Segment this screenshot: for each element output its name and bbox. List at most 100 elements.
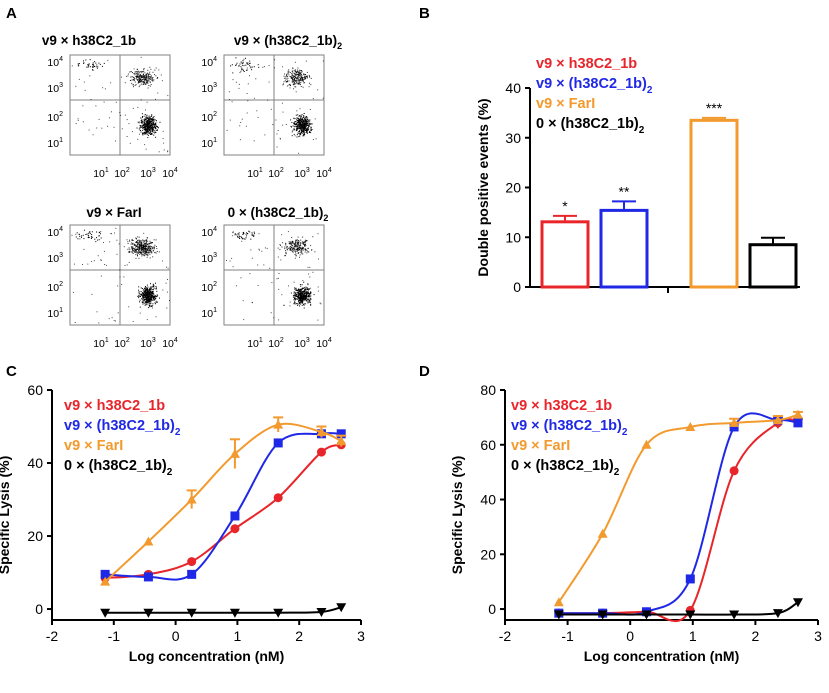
flow-dot (151, 305, 153, 307)
y-tick-label: 60 (27, 382, 43, 398)
flow-dot (300, 299, 302, 301)
flow-dot (144, 133, 146, 135)
flow-dot (295, 91, 297, 93)
legend-entry: v9 × (h38C2_1b)2 (536, 76, 653, 96)
flow-dot (144, 296, 146, 298)
flow-dot (143, 299, 145, 301)
flow-dot (300, 133, 302, 135)
flow-dot (292, 68, 294, 70)
flow-dot (300, 295, 301, 297)
flow-dot (155, 127, 157, 129)
flow-plot-3-title-main: v9 × FarI (86, 205, 141, 220)
flow-dot (305, 128, 307, 130)
flow-dot (142, 251, 144, 253)
flow-dot (281, 102, 283, 104)
flow-dot (299, 256, 300, 258)
flow-dot (234, 234, 236, 236)
flow-dot (296, 117, 298, 119)
flow-dot (242, 300, 244, 302)
flow-dot (297, 250, 298, 252)
flow-dot (85, 234, 87, 235)
flow-dot (305, 298, 306, 300)
flow-dot (89, 75, 91, 77)
flow-dot (310, 303, 312, 305)
x-tick-label: -2 (499, 628, 512, 644)
flow-dot (309, 276, 311, 278)
legend-entry: v9 × FarI (536, 96, 595, 112)
flow-dot (306, 287, 308, 289)
flow-dot (142, 134, 144, 136)
flow-dot (145, 117, 147, 119)
flow-y-tick-label: 103 (201, 82, 217, 95)
flow-dot (309, 299, 311, 301)
flow-dot (302, 248, 304, 250)
flow-dot (143, 133, 145, 135)
flow-dot (149, 299, 151, 301)
data-point (553, 597, 564, 607)
flow-dot (307, 121, 309, 123)
flow-dot (303, 295, 305, 297)
flow-plot-1-title-main: v9 × h38C2_1b (42, 33, 136, 48)
flow-dot (308, 123, 310, 125)
flow-dot (132, 84, 134, 86)
flow-dot (150, 84, 152, 86)
flow-dot (300, 77, 301, 79)
flow-dot (142, 293, 144, 295)
flow-dot (137, 243, 139, 244)
flow-dot (145, 121, 147, 123)
flow-dot (312, 139, 314, 141)
flow-dot (134, 78, 136, 80)
flow-dot (242, 68, 244, 70)
flow-dot (150, 283, 151, 285)
flow-dot (131, 76, 133, 78)
flow-dot (282, 111, 284, 113)
flow-dot (298, 289, 300, 291)
flow-dot (303, 132, 305, 134)
flow-dot (297, 121, 299, 123)
flow-dot (300, 290, 302, 292)
flow-dot (138, 244, 140, 246)
flow-dot (238, 65, 240, 67)
flow-dot (146, 120, 148, 122)
flow-dot (279, 138, 281, 140)
flow-dot (303, 80, 304, 82)
flow-dot (294, 84, 296, 85)
flow-dot (317, 233, 319, 235)
flow-dot (141, 127, 143, 128)
flow-tick-exp: 3 (59, 252, 63, 259)
flow-dot (147, 292, 149, 294)
flow-dot (150, 126, 152, 128)
flow-dot (306, 129, 308, 131)
flow-dot (145, 302, 147, 304)
flow-y-tick-label: 103 (47, 252, 63, 265)
flow-dot (310, 298, 312, 299)
flow-dot (302, 292, 304, 294)
flow-dot (286, 81, 288, 83)
flow-dot (148, 242, 150, 244)
flow-dot (147, 254, 149, 256)
flow-dot (241, 238, 243, 240)
flow-dot (150, 68, 152, 70)
flow-y-tick-label: 101 (47, 307, 63, 320)
flow-dot (303, 82, 305, 84)
flow-dot (166, 266, 167, 268)
flow-dot (135, 244, 137, 246)
flow-dot (309, 301, 311, 303)
flow-dot (79, 235, 81, 237)
flow-dot (138, 297, 140, 299)
legend-entry-label: v9 × FarI (64, 438, 123, 454)
flow-dot (297, 249, 299, 251)
flow-dot (311, 123, 313, 125)
flow-dot (297, 127, 298, 129)
flow-dot (150, 299, 152, 301)
flow-dot (303, 304, 305, 306)
flow-dot (145, 295, 147, 297)
flow-dot (239, 238, 241, 239)
flow-dot (146, 121, 148, 123)
flow-dot (145, 290, 146, 292)
flow-dot (145, 254, 147, 256)
flow-dot (251, 235, 253, 236)
flow-dot (303, 295, 305, 296)
